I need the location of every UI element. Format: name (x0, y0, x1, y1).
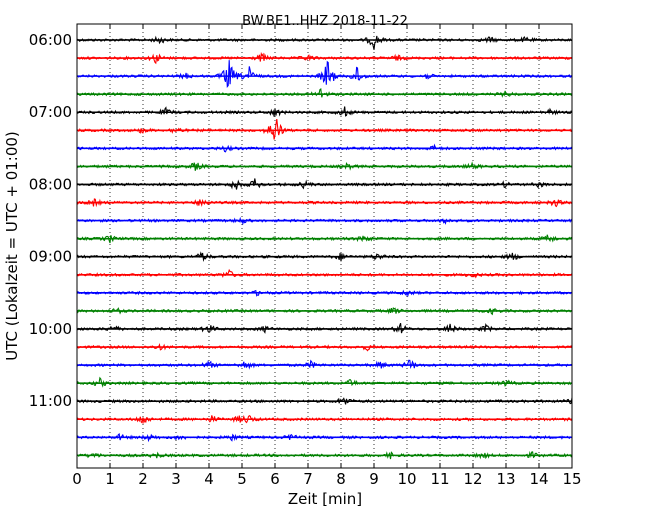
x-axis-label: Zeit [min] (288, 490, 362, 508)
trace-row-1100 (76, 397, 573, 405)
x-axis-ticks: 0 1 2 3 4 5 6 7 8 9 10 11 12 13 14 15 (72, 24, 582, 488)
x-tick-label-3: 3 (171, 470, 181, 488)
x-tick-label-6: 6 (270, 470, 280, 488)
x-tick-label-8: 8 (336, 470, 346, 488)
x-tick-label-1: 1 (105, 470, 115, 488)
x-tick-label-9: 9 (369, 470, 379, 488)
x-tick-label-12: 12 (463, 470, 482, 488)
x-tick-label-13: 13 (496, 470, 515, 488)
x-tick-label-11: 11 (430, 470, 449, 488)
seismic-traces (76, 35, 573, 460)
x-tick-label-0: 0 (72, 470, 82, 488)
chart-title: BW.BE1..HHZ 2018-11-22 (242, 14, 408, 29)
x-tick-label-14: 14 (529, 470, 548, 488)
x-tick-label-7: 7 (303, 470, 313, 488)
y-tick-label-0700: 07:00 (29, 103, 72, 121)
x-tick-label-10: 10 (397, 470, 416, 488)
y-tick-label-0600: 06:00 (29, 31, 72, 49)
y-tick-label-0900: 09:00 (29, 248, 72, 266)
y-tick-label-1100: 11:00 (29, 392, 72, 410)
y-tick-label-0800: 08:00 (29, 175, 72, 193)
x-tick-label-4: 4 (204, 470, 214, 488)
plot-frame (76, 23, 573, 469)
x-tick-label-5: 5 (237, 470, 247, 488)
x-tick-label-2: 2 (138, 470, 148, 488)
x-tick-label-15: 15 (562, 470, 581, 488)
y-axis-label: UTC (Lokalzeit = UTC + 01:00) (3, 131, 21, 361)
y-tick-label-1000: 10:00 (29, 320, 72, 338)
y-axis-ticks: 06:00 07:00 08:00 09:00 10:00 11:00 (29, 31, 82, 410)
